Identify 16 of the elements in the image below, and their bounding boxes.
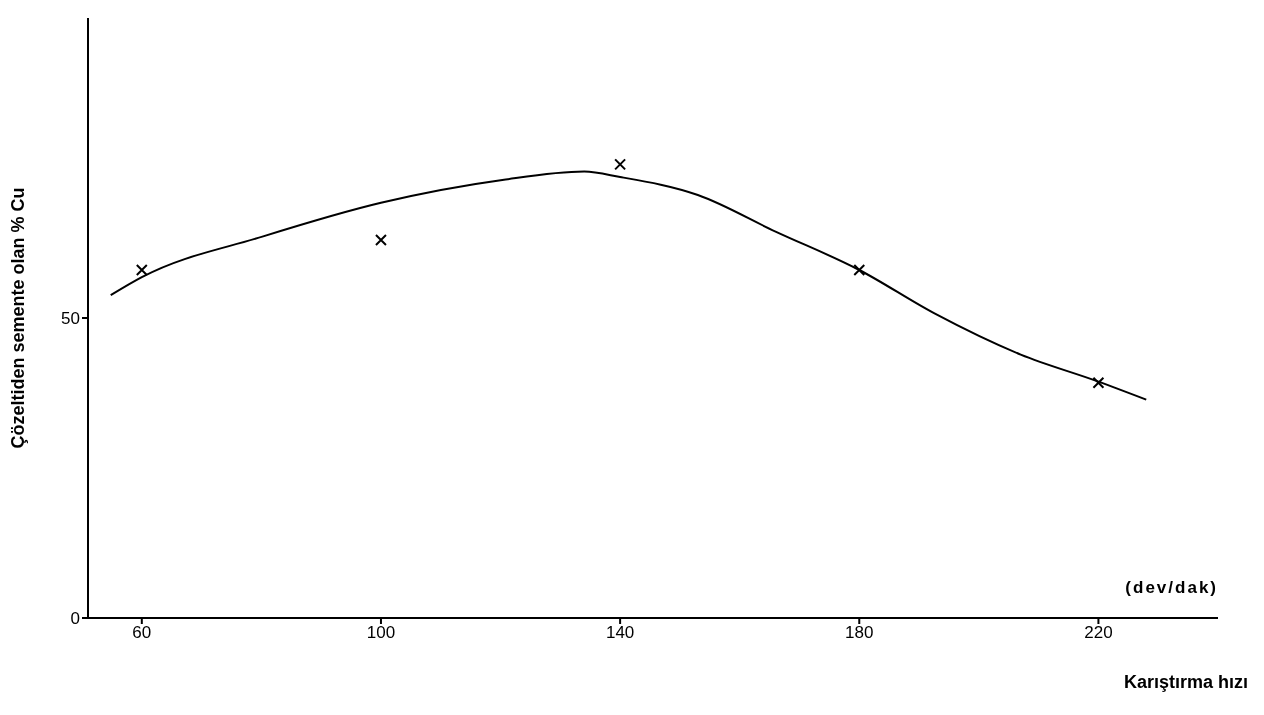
point [1092, 376, 1105, 389]
point [135, 264, 148, 276]
point [853, 264, 866, 276]
y-tick-label: 0 [70, 609, 80, 629]
x-tick-label: 60 [132, 623, 152, 643]
point [374, 234, 387, 246]
x-tick-label: 100 [366, 623, 396, 643]
point [614, 158, 627, 171]
annotation: (dev/dak) [1125, 578, 1218, 598]
y-tick-label: 50 [61, 309, 80, 329]
x-tick-label: 220 [1084, 623, 1113, 643]
y-axis-title: Çözeltiden semente olan % Cu [8, 187, 29, 449]
x-tick-label: 180 [845, 623, 874, 643]
x-tick-label: 140 [605, 623, 635, 643]
line-series [109, 170, 1148, 401]
x-axis-title: Karıştırma hızı [1123, 672, 1248, 692]
